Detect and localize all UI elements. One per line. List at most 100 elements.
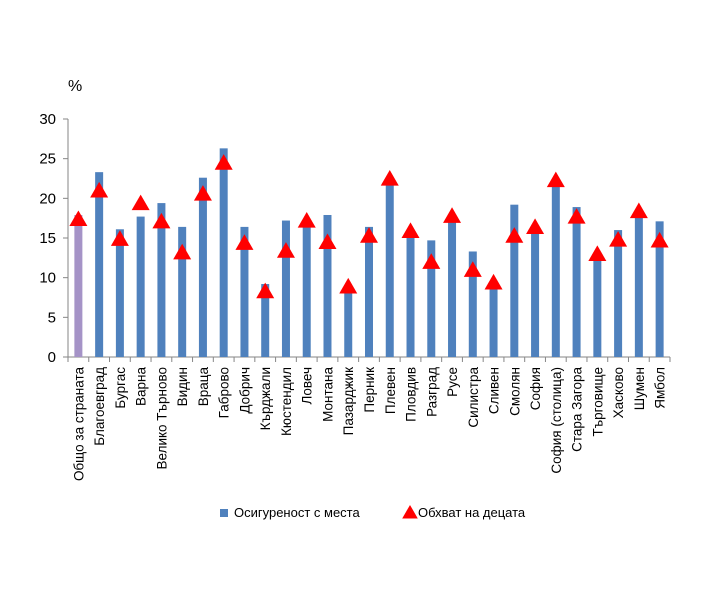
- marker-point: [297, 212, 316, 228]
- bar: [323, 214, 332, 357]
- x-category-label: Благоевград: [92, 367, 107, 446]
- legend-bar-label: Осигуреност с места: [234, 505, 360, 520]
- marker-point: [318, 233, 337, 250]
- bar: [531, 231, 540, 357]
- bar: [136, 216, 145, 357]
- y-tick-label: 5: [48, 309, 56, 326]
- y-tick-label: 30: [39, 111, 56, 128]
- bar: [115, 229, 124, 357]
- legend-marker-label: Обхват на децата: [418, 505, 526, 520]
- marker-point: [526, 218, 545, 234]
- x-category-label: Смолян: [507, 367, 522, 416]
- x-category-label: Ямбол: [653, 367, 668, 409]
- x-category-label: София (столица): [549, 367, 564, 474]
- x-category-label: Габрово: [217, 367, 232, 418]
- marker-point: [131, 194, 150, 211]
- bar: [551, 183, 560, 357]
- bar: [74, 214, 83, 357]
- marker-point: [650, 231, 669, 248]
- x-category-label: Враца: [196, 367, 211, 407]
- marker-point: [484, 273, 503, 290]
- y-tick-label: 25: [39, 151, 56, 168]
- bar: [427, 240, 436, 357]
- x-category-label: Монтана: [320, 367, 335, 422]
- x-category-label: Добрич: [237, 367, 252, 414]
- x-category-label: Търговище: [590, 367, 605, 437]
- marker-point: [401, 222, 420, 238]
- marker-point: [422, 253, 441, 269]
- x-category-label: Кюстендил: [279, 367, 294, 436]
- marker-point: [629, 202, 648, 219]
- x-category-label: Хасково: [611, 367, 626, 418]
- y-tick-label: 0: [48, 349, 56, 366]
- bar: [468, 251, 477, 357]
- bar: [448, 220, 457, 357]
- y-tick-label: 10: [39, 270, 56, 287]
- x-category-label: Велико Търново: [154, 367, 169, 469]
- marker-point: [110, 230, 129, 246]
- marker-point: [152, 212, 171, 229]
- x-category-label: Ловеч: [300, 367, 315, 404]
- bar: [655, 221, 664, 357]
- bar: [365, 226, 373, 357]
- bar: [406, 233, 415, 357]
- marker-point: [609, 231, 628, 247]
- marker-point: [173, 243, 192, 260]
- x-category-label: Кърджали: [258, 367, 273, 430]
- bar: [198, 177, 207, 357]
- marker-point: [235, 234, 254, 250]
- bar: [157, 203, 166, 357]
- marker-point: [588, 245, 607, 261]
- x-category-label: София: [528, 367, 543, 410]
- bar: [219, 148, 228, 357]
- bar: [281, 220, 290, 357]
- legend-bar-swatch: [220, 509, 228, 517]
- marker-point: [276, 242, 295, 258]
- x-category-label: Видин: [175, 367, 190, 406]
- marker-point: [339, 277, 358, 294]
- bar: [178, 226, 187, 357]
- bar: [572, 207, 581, 357]
- marker-point: [505, 227, 524, 243]
- marker-point: [256, 282, 275, 299]
- bar: [95, 172, 104, 357]
- x-category-label: Общо за страната: [71, 367, 86, 482]
- x-category-label: Шумен: [632, 367, 647, 410]
- bar: [385, 181, 394, 357]
- bar: [614, 230, 623, 357]
- bar: [261, 284, 270, 357]
- legend-marker-swatch: [402, 504, 418, 519]
- bar: [489, 284, 498, 357]
- marker-point: [380, 169, 399, 186]
- y-axis-unit-label: %: [68, 78, 82, 95]
- x-category-label: Русе: [445, 367, 460, 397]
- marker-point: [546, 171, 565, 188]
- x-category-label: Сливен: [487, 367, 502, 414]
- marker-point: [360, 227, 378, 243]
- bar: [593, 256, 602, 357]
- x-category-label: Варна: [134, 367, 149, 406]
- marker-point: [443, 207, 462, 223]
- x-category-label: Стара Загора: [570, 367, 585, 452]
- y-tick-label: 15: [39, 230, 56, 247]
- x-category-label: Разград: [424, 367, 439, 417]
- marker-point: [463, 261, 482, 277]
- x-category-label: Пазарджик: [341, 367, 356, 435]
- marker-point: [214, 154, 233, 170]
- bar: [344, 291, 353, 357]
- x-category-label: Плевен: [383, 367, 398, 414]
- marker-point: [567, 208, 586, 224]
- marker-point: [193, 185, 212, 201]
- bar: [302, 222, 311, 357]
- x-category-label: Силистра: [466, 367, 481, 428]
- y-tick-label: 20: [39, 190, 56, 207]
- bar: [634, 217, 643, 357]
- marker-point: [90, 181, 109, 198]
- x-category-label: Бургас: [113, 367, 128, 409]
- x-category-label: Пловдив: [404, 367, 419, 422]
- marker-point: [69, 210, 88, 227]
- bar: [510, 204, 519, 357]
- legend: Осигуреност с места Обхват на децата: [220, 504, 526, 520]
